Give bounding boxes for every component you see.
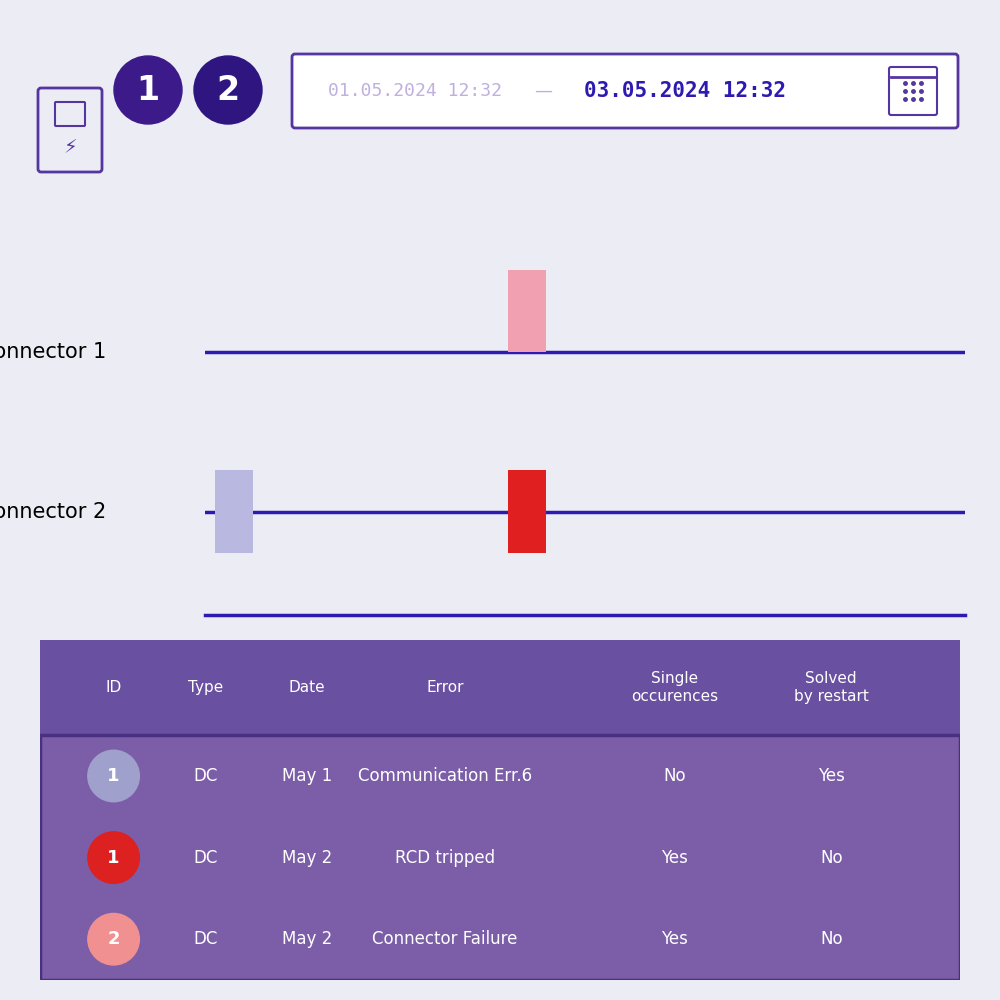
Text: Yes: Yes (818, 767, 845, 785)
Text: RCD tripped: RCD tripped (395, 849, 495, 867)
Bar (508, 270, 546, 352)
Text: Single
occurences: Single occurences (631, 671, 718, 704)
Text: May 2: May 2 (282, 930, 332, 948)
Text: Solved
by restart: Solved by restart (794, 671, 869, 704)
Text: 1: 1 (107, 767, 120, 785)
Text: —: — (534, 82, 552, 100)
Text: No: No (663, 767, 686, 785)
Bar (508, 470, 546, 553)
Text: 01.05.2024 12:32: 01.05.2024 12:32 (328, 82, 502, 100)
Ellipse shape (88, 913, 139, 965)
Circle shape (114, 56, 182, 124)
Circle shape (194, 56, 262, 124)
Ellipse shape (88, 750, 139, 802)
Text: Yes: Yes (661, 930, 688, 948)
Text: May 2: May 2 (282, 849, 332, 867)
Text: Yes: Yes (661, 849, 688, 867)
Text: Type: Type (188, 680, 223, 695)
Text: DC: DC (193, 767, 218, 785)
Bar (215, 470, 253, 553)
Text: DC: DC (193, 930, 218, 948)
Text: No: No (820, 930, 843, 948)
Text: 03.05.2024 12:32: 03.05.2024 12:32 (584, 81, 786, 101)
Text: No: No (820, 849, 843, 867)
Ellipse shape (88, 832, 139, 883)
FancyBboxPatch shape (40, 640, 960, 735)
Text: 2: 2 (216, 74, 240, 106)
Text: Connector 1: Connector 1 (0, 342, 106, 362)
FancyBboxPatch shape (40, 640, 960, 980)
FancyBboxPatch shape (292, 54, 958, 128)
Text: 2: 2 (107, 930, 120, 948)
Text: ID: ID (105, 680, 122, 695)
Text: 1: 1 (136, 74, 160, 106)
Text: DC: DC (193, 849, 218, 867)
Text: May 1: May 1 (282, 767, 332, 785)
Text: 1: 1 (107, 849, 120, 867)
Text: Connector Failure: Connector Failure (372, 930, 517, 948)
Text: ⚡: ⚡ (63, 138, 77, 157)
Text: Date: Date (288, 680, 325, 695)
Text: Error: Error (426, 680, 464, 695)
Text: Communication Err.6: Communication Err.6 (358, 767, 532, 785)
Text: Connector 2: Connector 2 (0, 502, 106, 522)
